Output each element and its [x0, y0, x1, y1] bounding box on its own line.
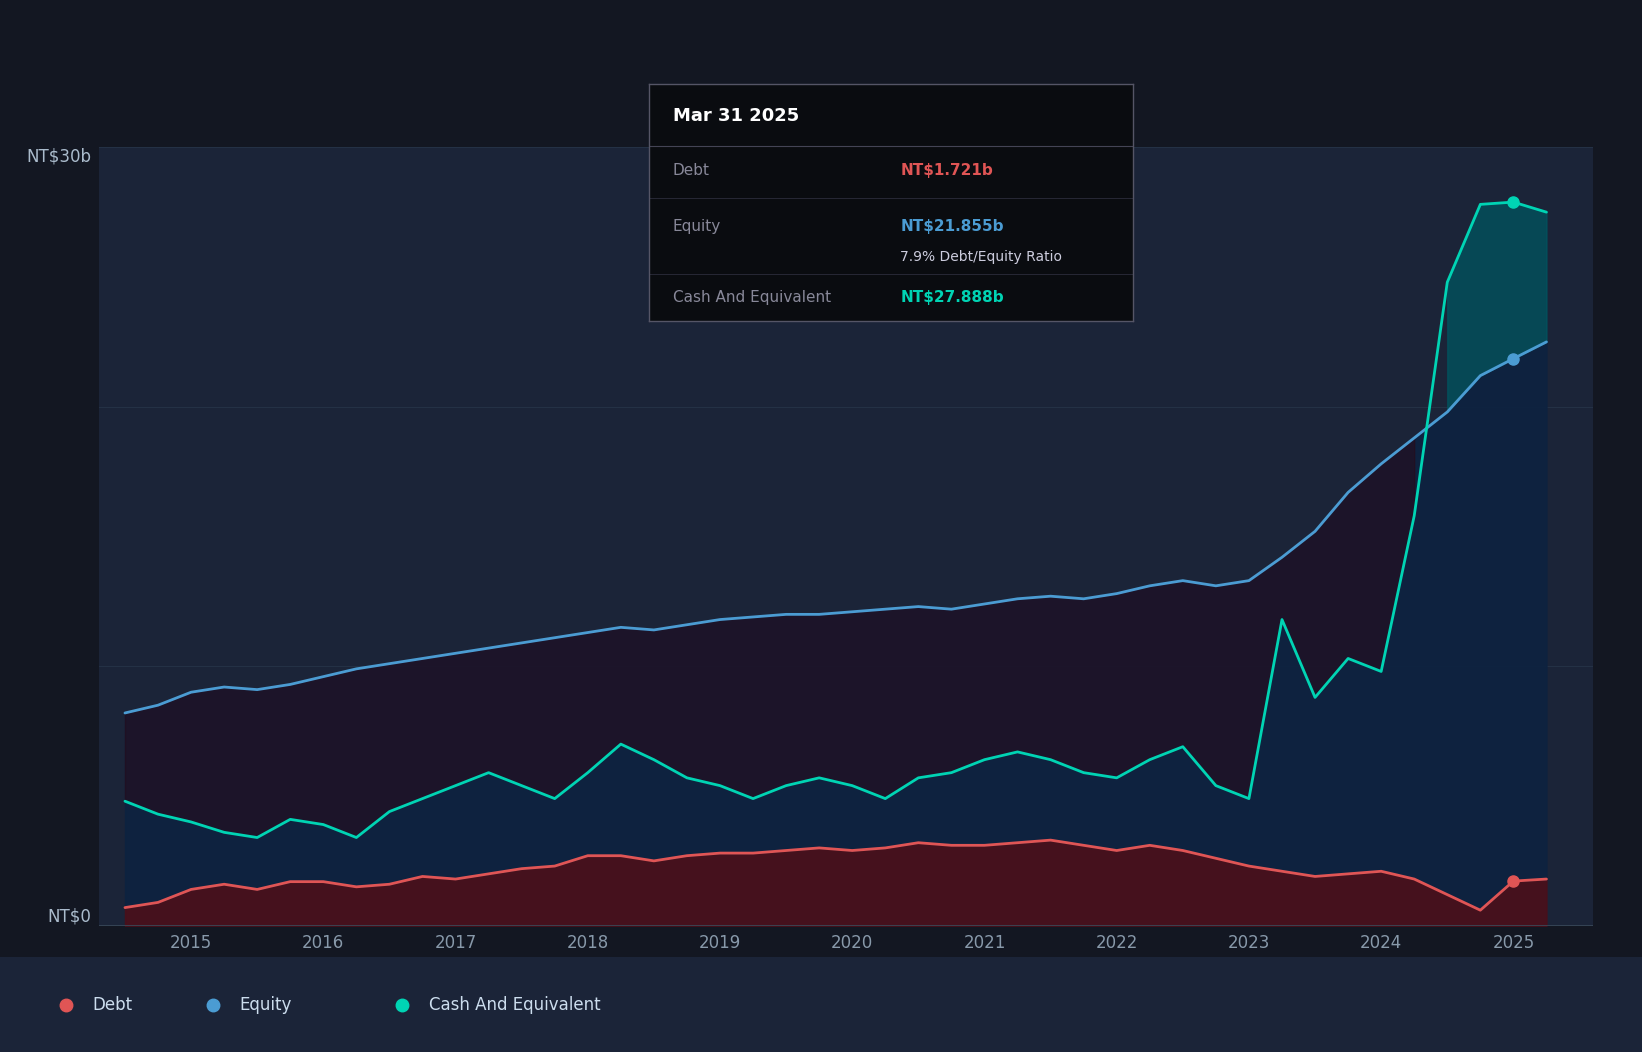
Text: Equity: Equity: [240, 995, 292, 1014]
Text: NT$30b: NT$30b: [26, 147, 90, 165]
Text: Debt: Debt: [92, 995, 131, 1014]
Text: Equity: Equity: [673, 219, 721, 234]
Text: Debt: Debt: [673, 163, 709, 178]
Text: NT$27.888b: NT$27.888b: [900, 289, 1005, 305]
Text: NT$0: NT$0: [48, 908, 90, 926]
Text: 7.9% Debt/Equity Ratio: 7.9% Debt/Equity Ratio: [900, 250, 1062, 264]
Text: Cash And Equivalent: Cash And Equivalent: [429, 995, 601, 1014]
Text: Cash And Equivalent: Cash And Equivalent: [673, 289, 831, 305]
Text: NT$1.721b: NT$1.721b: [900, 163, 993, 178]
Text: NT$21.855b: NT$21.855b: [900, 219, 1003, 234]
Text: Mar 31 2025: Mar 31 2025: [673, 107, 800, 125]
